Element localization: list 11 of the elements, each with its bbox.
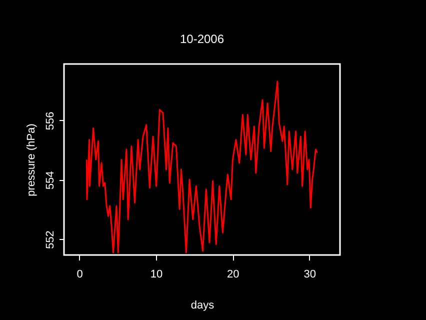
y-tick-label: 556 — [44, 112, 56, 130]
y-axis-title: pressure (hPa) — [26, 124, 38, 196]
x-axis-title: days — [190, 300, 215, 312]
x-tick-label: 0 — [76, 268, 83, 280]
x-tick-label: 30 — [304, 268, 316, 280]
x-tick-label: 20 — [227, 268, 240, 280]
chart-title: 10-2006 — [180, 32, 224, 46]
y-tick-label: 552 — [44, 230, 56, 249]
x-tick-label: 10 — [150, 268, 163, 280]
y-tick-label: 554 — [44, 171, 56, 190]
line-series — [86, 80, 318, 254]
